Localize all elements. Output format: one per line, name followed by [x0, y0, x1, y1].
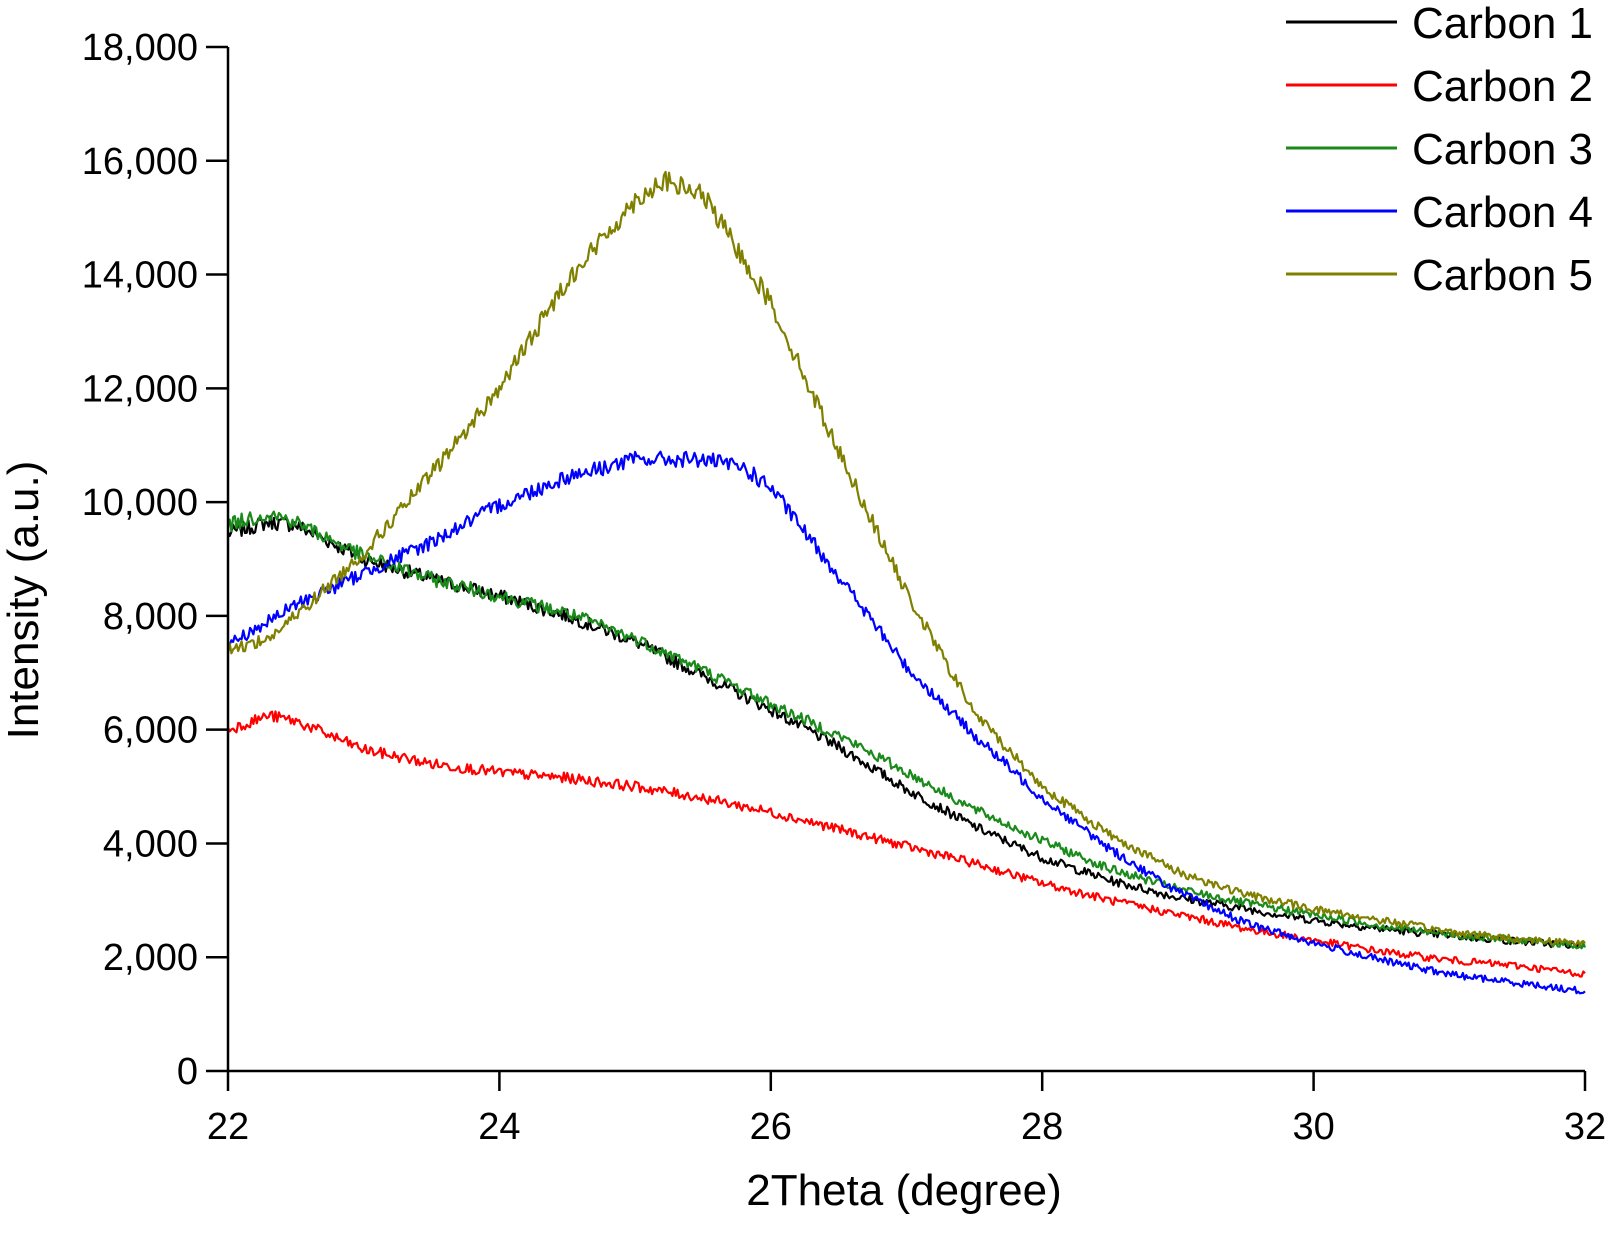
legend-label-carbon-3: Carbon 3 — [1412, 125, 1593, 174]
y-axis-title: Intensity (a.u.) — [0, 461, 48, 740]
x-tick-label: 26 — [750, 1106, 792, 1148]
y-tick-label: 8,000 — [103, 596, 198, 638]
y-tick-label: 18,000 — [82, 27, 198, 69]
x-tick-label: 24 — [478, 1106, 520, 1148]
legend: Carbon 1 Carbon 2 Carbon 3 Carbon 4 Carbon 5 — [1286, 0, 1593, 300]
series-line-carbon-1 — [226, 515, 1586, 950]
y-tick-label: 16,000 — [82, 141, 198, 183]
legend-label-carbon-1: Carbon 1 — [1412, 0, 1593, 48]
y-tick-label: 2,000 — [103, 937, 198, 979]
legend-label-carbon-4: Carbon 4 — [1412, 188, 1593, 237]
series-line-carbon-5 — [226, 170, 1586, 947]
series-line-carbon-4 — [227, 450, 1586, 995]
y-tick-label: 12,000 — [82, 368, 198, 410]
series-layer — [226, 170, 1587, 995]
legend-label-carbon-2: Carbon 2 — [1412, 62, 1593, 111]
series-line-carbon-3 — [226, 510, 1587, 950]
y-tick-label: 14,000 — [82, 255, 198, 297]
x-tick-label: 32 — [1564, 1106, 1606, 1148]
x-tick-label: 30 — [1292, 1106, 1334, 1148]
axes-layer: 0 2,000 4,000 6,000 8,000 10,000 12,000 14,000 1… — [82, 27, 1606, 1148]
x-tick-label: 22 — [207, 1106, 249, 1148]
y-tick-label: 10,000 — [82, 482, 198, 524]
legend-label-carbon-5: Carbon 5 — [1412, 251, 1593, 300]
x-tick-label: 28 — [1021, 1106, 1063, 1148]
y-tick-label: 4,000 — [103, 823, 198, 865]
series-line-carbon-2 — [226, 710, 1586, 978]
x-axis-title: 2Theta (degree) — [746, 1166, 1062, 1215]
y-tick-label: 0 — [177, 1051, 198, 1093]
y-tick-label: 6,000 — [103, 710, 198, 752]
